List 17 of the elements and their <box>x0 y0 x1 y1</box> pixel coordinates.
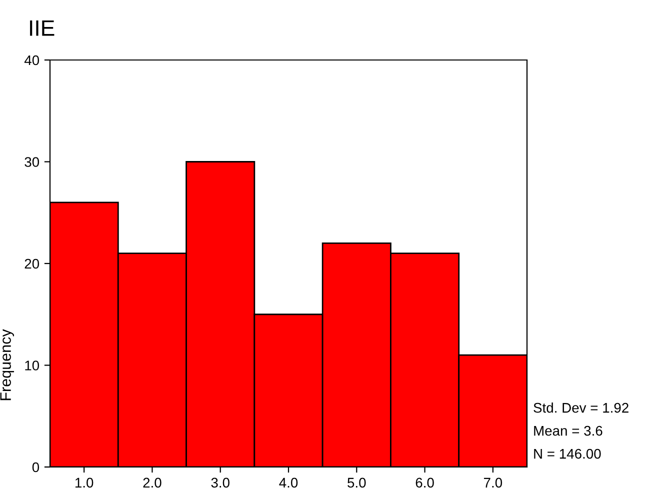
y-tick-label: 20 <box>24 258 40 269</box>
x-tick-label: 1.0 <box>75 478 94 488</box>
x-tick-label: 2.0 <box>143 478 162 488</box>
y-tick-label: 30 <box>24 157 40 167</box>
y-tick-label: 10 <box>25 360 40 370</box>
x-tick-label: 3.0 <box>211 478 230 488</box>
x-tick-label: 6.0 <box>416 478 434 488</box>
x-tick-label: 5.0 <box>348 478 366 488</box>
text: N = 146.00 <box>534 448 601 459</box>
y-tick-label: 0 <box>32 462 40 472</box>
y-axis-title: Frequency <box>0 329 14 400</box>
x-tick-label: 4.0 <box>279 478 298 488</box>
text: Mean = 3.6 <box>534 426 602 436</box>
x-tick-label: 7.0 <box>484 478 502 488</box>
text: Std. Dev = 1.92 <box>534 402 628 413</box>
y-tick-label: 40 <box>24 55 40 66</box>
chart-title: IIE <box>30 20 54 36</box>
